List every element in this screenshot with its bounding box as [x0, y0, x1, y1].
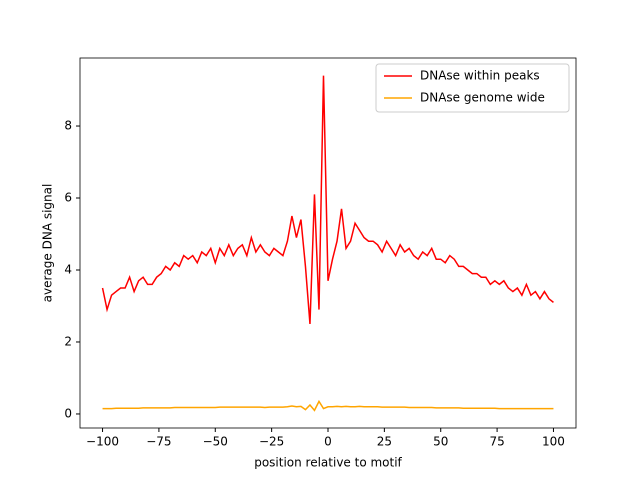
- y-tick-label: 8: [64, 119, 72, 133]
- x-tick-label: −50: [203, 435, 228, 449]
- legend-label: DNAse within peaks: [420, 69, 540, 83]
- x-tick-label: −100: [86, 435, 119, 449]
- y-tick-label: 2: [64, 334, 72, 348]
- data-line: [102, 399, 554, 412]
- legend-label: DNAse genome wide: [420, 91, 545, 105]
- y-tick-label: 4: [64, 262, 72, 276]
- x-tick-label: −75: [146, 435, 171, 449]
- x-tick-label: 25: [377, 435, 392, 449]
- y-axis-label: average DNA signal: [41, 184, 55, 303]
- x-axis-label: position relative to motif: [254, 456, 402, 470]
- data-line: [101, 75, 554, 325]
- legend-box: [375, 63, 570, 113]
- x-tick-label: −25: [259, 435, 284, 449]
- x-tick-label: 75: [489, 435, 504, 449]
- y-tick-label: 6: [64, 191, 72, 205]
- y-tick-label: 0: [64, 406, 72, 420]
- plot-frame: [79, 57, 577, 429]
- x-tick-label: 50: [433, 435, 448, 449]
- x-tick-label: 100: [542, 435, 565, 449]
- x-tick-label: 0: [324, 435, 332, 449]
